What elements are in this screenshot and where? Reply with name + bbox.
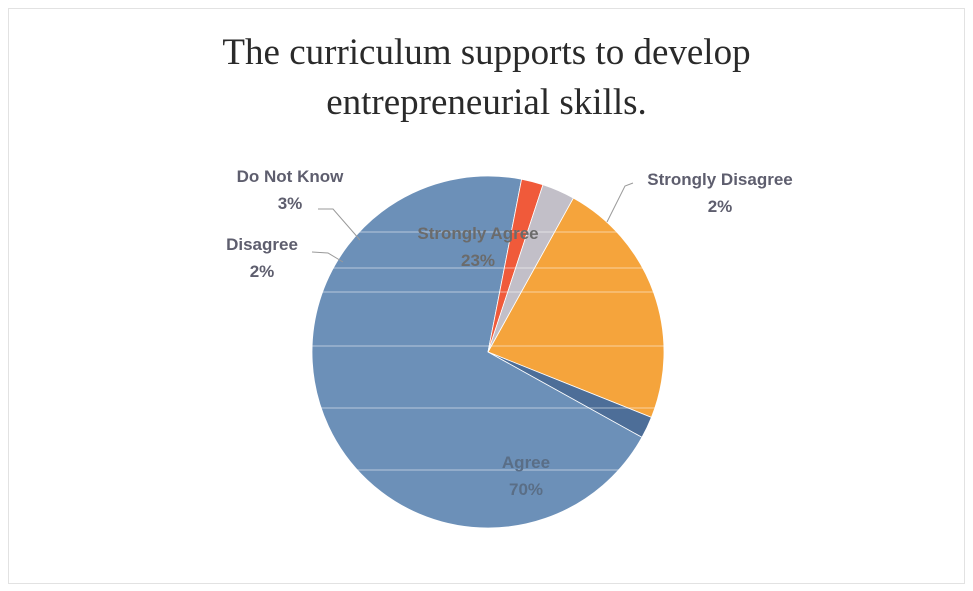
data-label-strongly-disagree: Strongly Disagree 2% <box>647 170 793 216</box>
leader-line-strongly-disagree <box>606 182 634 223</box>
pie-slice-do-not-know <box>487 184 574 353</box>
data-label-agree: Agree 70% <box>502 453 550 499</box>
data-label-do-not-know: Do Not Know 3% <box>237 167 344 213</box>
chart-title: The curriculum supports to develop entre… <box>222 32 751 123</box>
data-label-disagree: Disagree 2% <box>226 235 298 281</box>
leader-line-do-not-know <box>318 208 361 241</box>
data-label-strongly-agree: Strongly Agree 23% <box>417 224 538 270</box>
pie-slice-strongly-agree <box>487 197 665 418</box>
leader-line-disagree <box>311 251 344 263</box>
pie-slice-agree <box>311 175 643 529</box>
